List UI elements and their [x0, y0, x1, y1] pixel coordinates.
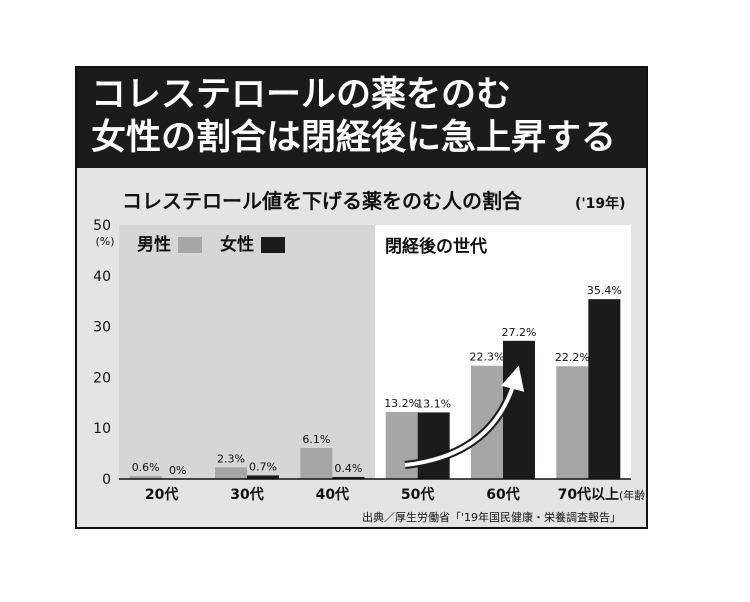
y-tick-label: 30 [93, 320, 111, 336]
data-label-female: 27.2% [502, 326, 537, 339]
chart-title-note: ('19年) [575, 195, 626, 212]
legend-swatch-female [261, 237, 285, 253]
data-label-female: 0.7% [249, 460, 277, 473]
data-label-female: 0.4% [334, 462, 362, 475]
x-tick-label: 40代 [316, 486, 349, 503]
y-tick-label: 10 [93, 421, 111, 437]
data-label-male: 22.3% [470, 351, 505, 364]
chart-title: コレステロール値を下げる薬をのむ人の割合 [122, 189, 523, 213]
data-label-male: 2.3% [217, 452, 245, 465]
bar-female [503, 340, 535, 479]
headline-banner: コレステロールの薬をのむ 女性の割合は閉経後に急上昇する [77, 68, 646, 168]
bar-female [588, 299, 621, 479]
y-tick-label: 20 [93, 370, 111, 386]
bar-female [247, 475, 279, 479]
x-tick-label: 50代 [401, 486, 434, 503]
y-tick-label: 40 [93, 269, 111, 285]
y-tick-label: 0 [102, 472, 111, 488]
bar-male [215, 467, 247, 479]
legend-label-male: 男性 [137, 234, 171, 255]
y-tick-label: 50 [93, 218, 111, 234]
bar-female [417, 412, 450, 479]
legend-swatch-male [178, 237, 202, 253]
source-note: 出典／厚生労働省「'19年国民健康・栄養調査報告」 [362, 510, 621, 524]
highlight-label: 閉経後の世代 [385, 236, 487, 257]
infographic-frame: コレステロールの薬をのむ 女性の割合は閉経後に急上昇する コレステロール値を下げ… [75, 66, 648, 529]
x-tick-label: 30代 [230, 486, 263, 503]
data-label-male: 6.1% [302, 433, 330, 446]
data-label-male: 0.6% [132, 461, 160, 474]
data-label-male: 22.2% [555, 351, 590, 364]
data-label-male: 13.2% [384, 397, 419, 410]
data-label-female: 35.4% [587, 284, 622, 297]
trend-arrow [404, 365, 525, 467]
bar-male [300, 448, 333, 479]
bar-male [129, 475, 162, 479]
data-label-female: 13.1% [416, 397, 451, 410]
bar-male [556, 366, 589, 479]
x-tick-label: 20代 [145, 486, 178, 503]
bar-male [385, 411, 418, 479]
x-tick-label: 70代以上 [558, 486, 619, 503]
chart-panel: コレステロール値を下げる薬をのむ人の割合 ('19年) 0 10 20 30 40 50 (%)… [77, 168, 646, 527]
bar-chart: コレステロール値を下げる薬をのむ人の割合 ('19年) 0 10 20 30 40 50(%)… [93, 189, 646, 524]
data-label-female: 0% [169, 464, 186, 477]
headline-line-2: 女性の割合は閉経後に急上昇する [91, 118, 617, 158]
pre-menopause-shade [119, 225, 375, 479]
bar-female [332, 476, 365, 479]
y-unit-label: (%) [95, 235, 114, 248]
headline-line-1: コレステロールの薬をのむ [91, 75, 512, 115]
x-tick-label: 60代 [486, 486, 519, 503]
legend-label-female: 女性 [220, 234, 254, 255]
x-unit-label: (年齢) [619, 488, 646, 502]
